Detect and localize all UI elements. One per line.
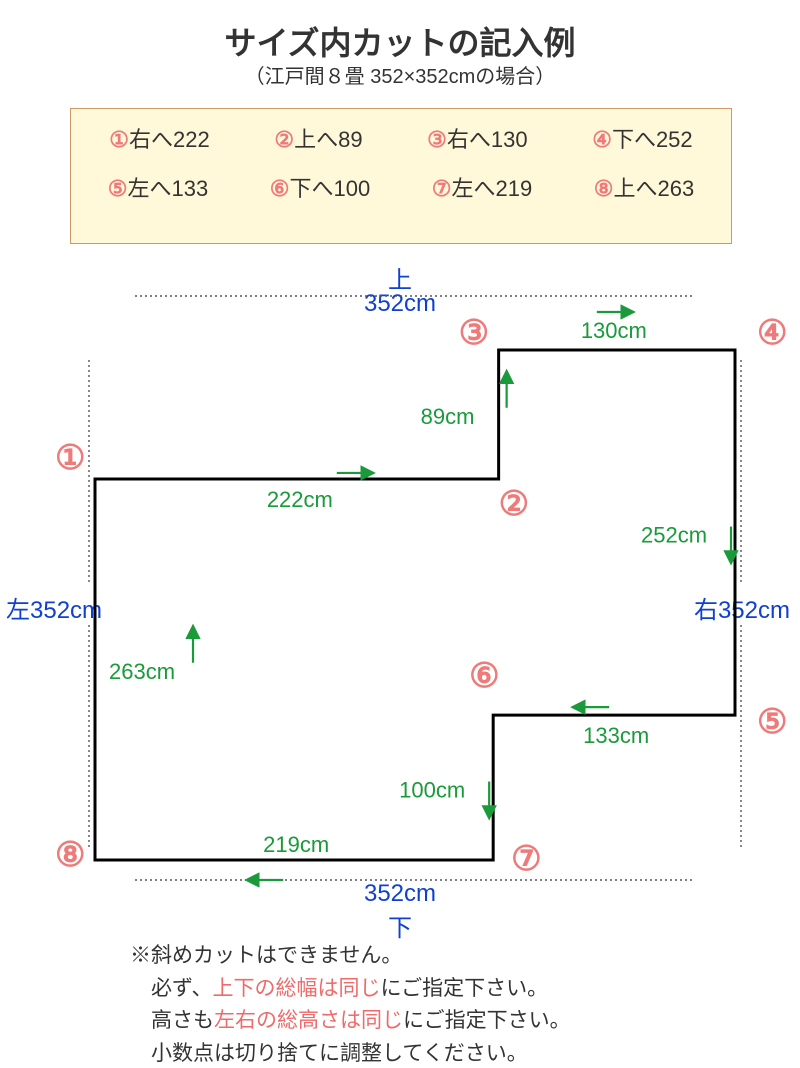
notes-block: ※斜めカットはできません。 必ず、上下の総幅は同じにご指定下さい。 高さも左右の… (130, 940, 571, 1068)
vertex-mark: ⑧ (55, 836, 85, 874)
edge-dimension: 89cm (421, 404, 475, 429)
edge-dimension: 100cm (399, 778, 465, 803)
edge-dimension: 263cm (109, 659, 175, 684)
edge-dimension: 222cm (267, 487, 333, 512)
edge-dimension: 133cm (583, 723, 649, 748)
cut-diagram: ① ② ③ ④ ⑤ ⑥ ⑦ ⑧ 222cm 89cm 130cm 252cm 133cm 100cm 219… (0, 0, 800, 940)
note-line-3: 高さも左右の総高さは同じにご指定下さい。 (130, 1005, 571, 1038)
vertex-mark: ② (499, 485, 529, 523)
note-line-1: ※斜めカットはできません。 (130, 940, 571, 973)
note-line-4: 小数点は切り捨てに調整してください。 (130, 1038, 571, 1068)
edge-dimension: 219cm (263, 832, 329, 857)
note-line-2: 必ず、上下の総幅は同じにご指定下さい。 (130, 973, 571, 1006)
vertex-mark: ① (55, 439, 85, 477)
vertex-mark: ③ (459, 314, 489, 352)
edge-dimension: 252cm (641, 523, 707, 548)
vertex-mark: ④ (757, 314, 787, 352)
vertex-mark: ⑦ (511, 840, 541, 878)
vertex-mark: ⑤ (757, 703, 787, 741)
vertex-mark: ⑥ (469, 657, 499, 695)
edge-dimension: 130cm (581, 318, 647, 343)
